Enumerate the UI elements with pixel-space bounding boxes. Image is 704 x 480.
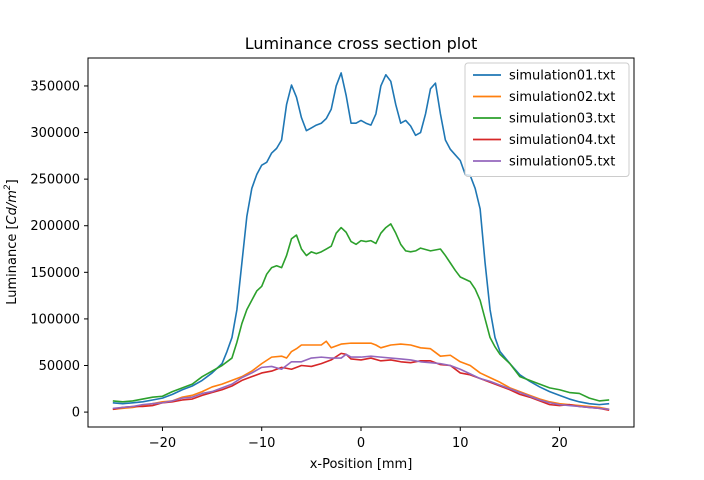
y-axis-label-unit: Cd/m bbox=[5, 190, 20, 224]
x-ticks: −20 −10 0 10 20 bbox=[149, 427, 568, 451]
y-tick-label: 200000 bbox=[30, 219, 80, 234]
y-ticks: 0 50000 100000 150000 200000 250000 300000 3500… bbox=[30, 79, 88, 421]
legend-box bbox=[464, 62, 630, 177]
series-line-3 bbox=[112, 223, 610, 403]
plot-lines bbox=[112, 72, 610, 412]
series-line-1 bbox=[112, 72, 610, 406]
legend-entry-4: simulation04.txt bbox=[509, 133, 615, 148]
y-axis-label-suffix: ] bbox=[5, 179, 20, 184]
y-tick-label: 150000 bbox=[30, 266, 80, 281]
x-tick-label: −10 bbox=[248, 436, 275, 451]
y-tick-label: 50000 bbox=[39, 359, 80, 374]
x-tick-label: 10 bbox=[452, 436, 469, 451]
series-line-5 bbox=[112, 353, 610, 411]
y-tick-label: 250000 bbox=[30, 173, 80, 188]
y-tick-label: 350000 bbox=[30, 79, 80, 94]
series-line-2 bbox=[112, 340, 610, 411]
chart-title: Luminance cross section plot bbox=[245, 34, 478, 53]
y-tick-label: 100000 bbox=[30, 312, 80, 327]
y-axis-label-prefix: Luminance [ bbox=[5, 224, 20, 304]
x-axis-label: x-Position [mm] bbox=[310, 457, 413, 472]
legend: simulation01.txt simulation02.txt simulati… bbox=[464, 62, 630, 177]
x-tick-label: −20 bbox=[149, 436, 176, 451]
y-tick-label: 300000 bbox=[30, 126, 80, 141]
y-axis-label-sup: 2 bbox=[3, 184, 13, 190]
y-tick-label: 0 bbox=[72, 406, 80, 421]
legend-entry-5: simulation05.txt bbox=[509, 155, 615, 170]
legend-entry-1: simulation01.txt bbox=[509, 69, 615, 84]
x-tick-label: 20 bbox=[551, 436, 568, 451]
series-line-4 bbox=[112, 352, 610, 412]
y-axis-label: Luminance [Cd/m2] bbox=[3, 179, 20, 305]
legend-entry-3: simulation03.txt bbox=[509, 112, 615, 127]
legend-entry-2: simulation02.txt bbox=[509, 90, 615, 105]
x-tick-label: 0 bbox=[357, 436, 365, 451]
